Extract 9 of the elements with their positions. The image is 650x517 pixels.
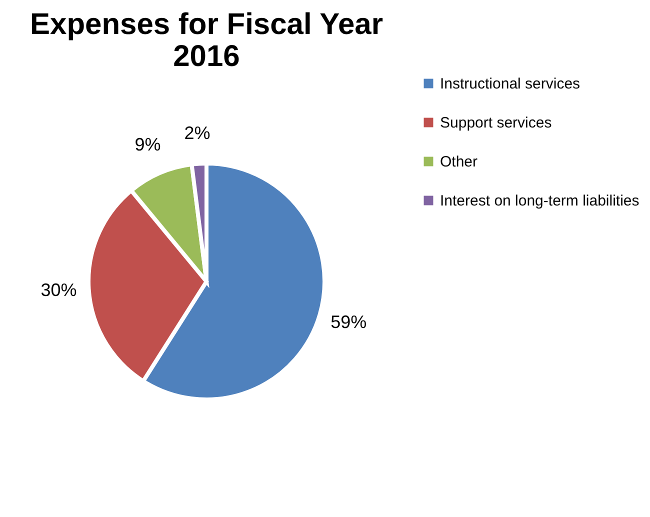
data-label: 2% bbox=[184, 122, 210, 143]
data-label: 59% bbox=[330, 312, 367, 332]
legend-label: Other bbox=[440, 154, 478, 170]
chart-title: Expenses for Fiscal Year 2016 bbox=[30, 8, 384, 73]
data-label: 9% bbox=[134, 134, 161, 155]
legend-label: Interest on long-term liabilities bbox=[440, 192, 640, 210]
legend-label: Support services bbox=[440, 114, 552, 132]
legend-label: Instructional services bbox=[440, 76, 580, 92]
data-label: 30% bbox=[40, 280, 77, 300]
